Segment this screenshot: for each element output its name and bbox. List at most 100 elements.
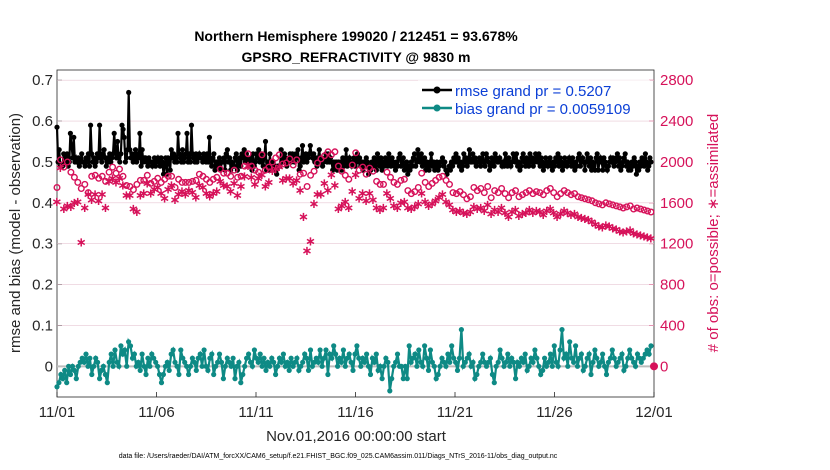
bias-point — [501, 363, 507, 369]
bias-point — [435, 371, 441, 378]
obs-assimilated-point: ∗ — [590, 217, 601, 232]
bias-point — [348, 359, 354, 365]
rmse-point — [473, 163, 479, 169]
bias-point — [480, 351, 486, 357]
bias-point — [528, 355, 534, 361]
bias-point — [425, 367, 432, 373]
rmse-point — [297, 163, 303, 169]
obs-possible-point — [209, 175, 217, 183]
bias-point — [646, 351, 652, 357]
left-tick-label: 0.1 — [32, 317, 53, 334]
rmse-point — [316, 147, 322, 153]
bias-point — [416, 347, 422, 353]
obs-possible-point — [421, 178, 429, 186]
rmse-point — [122, 159, 128, 165]
rmse-point — [529, 155, 535, 161]
obs-possible-point — [70, 173, 78, 181]
obs-possible-point — [591, 199, 599, 207]
rmse-point — [86, 163, 93, 169]
rmse-point — [181, 159, 187, 165]
obs-possible-point — [74, 178, 82, 186]
rmse-point — [229, 159, 235, 165]
rmse-point — [547, 155, 553, 161]
obs-assimilated-point: ∗ — [371, 201, 382, 216]
bias-point — [615, 359, 621, 365]
obs-assimilated-point: ∗ — [76, 236, 87, 251]
bias-point — [317, 347, 323, 353]
bias-point — [551, 343, 557, 349]
bias-point — [412, 351, 418, 357]
rmse-point — [516, 159, 522, 165]
obs-assimilated-point: ∗ — [97, 188, 108, 203]
rmse-point — [604, 167, 610, 173]
obs-assimilated-point: ∗ — [507, 205, 518, 220]
obs-assimilated-point: ∗ — [180, 188, 191, 203]
rmse-point — [202, 155, 208, 161]
rmse-point — [64, 151, 70, 157]
obs-assimilated-point: ∗ — [83, 188, 94, 203]
bias-point — [472, 376, 478, 382]
rmse-point — [580, 155, 586, 161]
bias-point — [487, 355, 493, 361]
bias-point — [358, 363, 364, 369]
bias-point — [313, 355, 319, 361]
bias-point — [166, 367, 172, 373]
rmse-point — [646, 163, 652, 169]
bias-point — [340, 347, 346, 353]
rmse-point — [82, 163, 88, 169]
rmse-point — [376, 159, 382, 165]
rmse-point — [508, 163, 514, 169]
rmse-point — [543, 155, 549, 161]
bias-point — [596, 363, 602, 369]
obs-assimilated-point: ∗ — [135, 189, 146, 204]
rmse-point — [97, 122, 103, 128]
bias-point — [592, 347, 598, 353]
bias-point — [226, 359, 232, 365]
rmse-point — [436, 163, 442, 169]
rmse-point — [196, 151, 202, 157]
rmse-point — [605, 163, 612, 169]
rmse-point — [240, 155, 246, 161]
bias-point — [406, 343, 412, 349]
obs-assimilated-point: ∗ — [201, 187, 212, 202]
bias-point — [631, 359, 637, 365]
rmse-point — [167, 167, 173, 173]
obs-possible-point — [164, 172, 172, 180]
rmse-point — [526, 163, 532, 169]
rmse-point — [594, 151, 600, 157]
obs-assimilated-point: ∗ — [58, 202, 69, 217]
rmse-point — [489, 155, 495, 161]
obs-possible-point — [362, 170, 370, 178]
bias-point — [143, 371, 149, 378]
obs-assimilated-point: ∗ — [107, 171, 118, 186]
bias-point — [280, 351, 286, 357]
obs-assimilated-point: ∗ — [489, 203, 500, 218]
bias-point — [563, 351, 569, 357]
bias-point — [507, 363, 513, 369]
rmse-point — [100, 151, 106, 157]
obs-possible-point — [133, 180, 141, 188]
bias-point — [499, 355, 505, 361]
obs-assimilated-point: ∗ — [621, 224, 632, 239]
bias-point — [394, 351, 401, 357]
obs-possible-point — [644, 207, 652, 215]
rmse-point — [135, 151, 141, 157]
bias-point — [586, 351, 592, 357]
rmse-point — [158, 155, 164, 161]
obs-possible-point — [171, 183, 179, 191]
rmse-point — [146, 155, 152, 161]
rmse-point — [256, 147, 262, 153]
bias-point — [462, 359, 468, 365]
obs-assimilated-point: ∗ — [128, 202, 139, 217]
obs-assimilated-point: ∗ — [538, 208, 549, 223]
obs-assimilated-point: ∗ — [156, 187, 167, 202]
rmse-point — [416, 155, 422, 161]
bias-point — [265, 359, 271, 365]
bias-point — [540, 367, 546, 373]
obs-assimilated-point: ∗ — [52, 195, 63, 210]
obs-assimilated-point: ∗ — [323, 184, 334, 199]
obs-possible-point — [60, 163, 68, 171]
rmse-point — [307, 143, 313, 149]
bias-point — [189, 355, 195, 361]
bias-point — [184, 363, 190, 369]
